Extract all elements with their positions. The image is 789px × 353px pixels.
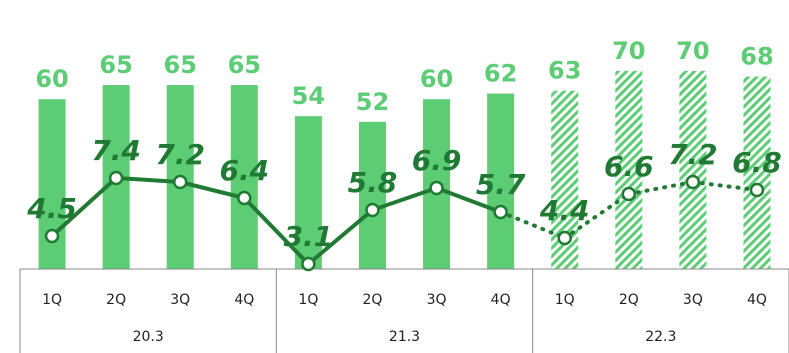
line-point — [365, 202, 380, 218]
category-label: 3Q — [170, 292, 190, 308]
group-label: 21.3 — [389, 329, 420, 345]
bar — [38, 99, 66, 269]
line-point — [429, 180, 444, 196]
bar — [487, 93, 515, 269]
category-label: 4Q — [234, 292, 254, 308]
line-segment — [370, 186, 439, 212]
line-point — [108, 170, 124, 186]
line-point — [237, 190, 252, 206]
group-label: 22.3 — [645, 329, 676, 345]
line-value-label: 3.1 — [284, 220, 334, 253]
line-segment — [306, 208, 375, 266]
line-point — [301, 256, 316, 272]
line-point — [44, 228, 60, 244]
line-value-label: 4.5 — [26, 192, 77, 225]
bar-value-label: 65 — [228, 51, 261, 79]
category-label: 4Q — [747, 292, 767, 308]
line-segment — [690, 180, 759, 192]
line-segment — [114, 176, 183, 184]
line-point — [557, 230, 572, 246]
bar-value-label: 54 — [292, 82, 325, 110]
line-segment — [242, 196, 311, 266]
line-segment — [626, 180, 695, 196]
line-value-label: 6.9 — [412, 144, 462, 177]
line-segment — [434, 186, 503, 214]
bar-value-label: 52 — [356, 88, 389, 116]
bar — [743, 76, 771, 269]
line-value-label: 5.8 — [348, 166, 398, 199]
line-value-label: 7.2 — [155, 138, 205, 171]
bar-value-label: 63 — [548, 57, 581, 85]
line-point — [493, 204, 508, 220]
line-segment — [178, 180, 247, 200]
category-label: 4Q — [491, 292, 511, 308]
line-point — [172, 174, 188, 190]
bar — [679, 70, 707, 270]
line-point — [749, 182, 765, 198]
bar-value-label: 60 — [420, 65, 453, 93]
category-label: 1Q — [42, 292, 62, 308]
line-segment — [498, 210, 567, 240]
bar-value-label: 65 — [164, 51, 197, 79]
bar — [294, 116, 322, 270]
line-value-label: 7.2 — [668, 138, 718, 171]
category-label: 2Q — [619, 292, 639, 308]
line-value-label: 7.4 — [91, 134, 141, 167]
bar-value-label: 65 — [99, 51, 132, 79]
category-label: 1Q — [555, 292, 575, 308]
category-label: 3Q — [427, 292, 447, 308]
bar — [358, 121, 386, 269]
line-value-label: 6.8 — [732, 146, 782, 179]
bar-value-label: 68 — [740, 43, 773, 71]
line-point — [621, 186, 637, 202]
line-segment — [562, 192, 631, 240]
bar-value-label: 60 — [35, 65, 68, 93]
category-label: 1Q — [298, 292, 318, 308]
bar — [230, 85, 258, 269]
category-label: 2Q — [106, 292, 126, 308]
line-value-label: 5.7 — [476, 168, 526, 201]
line-value-label: 6.4 — [219, 154, 269, 187]
bar-value-label: 70 — [676, 37, 709, 65]
bar-value-label: 62 — [484, 60, 517, 88]
line-value-label: 6.6 — [604, 150, 654, 183]
category-label: 3Q — [683, 292, 703, 308]
line-point — [685, 174, 701, 190]
line-value-label: 4.4 — [539, 194, 590, 227]
bar — [615, 70, 643, 270]
category-label: 2Q — [362, 292, 382, 308]
bar-value-label: 70 — [612, 37, 645, 65]
group-label: 20.3 — [133, 329, 164, 345]
line-segment — [50, 176, 119, 238]
